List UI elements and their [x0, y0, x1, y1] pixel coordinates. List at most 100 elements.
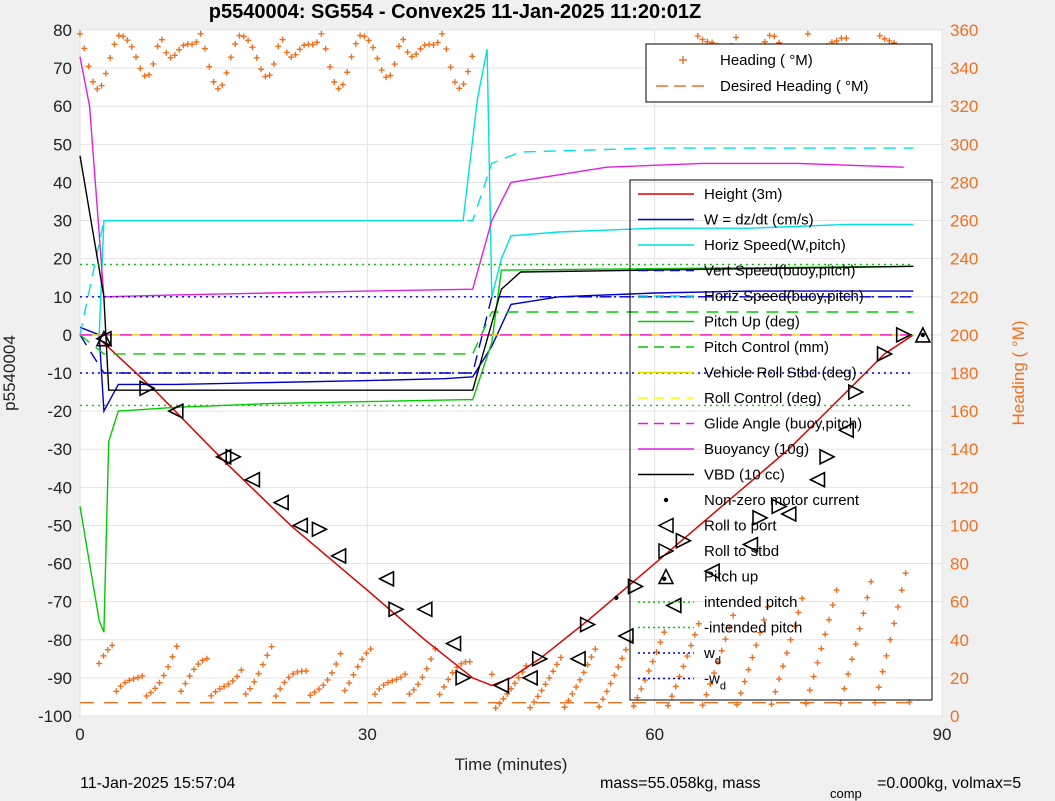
heading-point	[553, 661, 560, 668]
heading-point	[642, 677, 649, 684]
heading-point	[619, 655, 626, 662]
heading-point	[393, 676, 400, 683]
heading-point	[285, 674, 292, 681]
markers	[95, 326, 932, 694]
heading-point	[258, 66, 265, 73]
marker-left	[444, 635, 462, 652]
heading-point	[799, 595, 806, 602]
heading-point	[672, 683, 679, 690]
marker-left	[837, 421, 855, 439]
heading-point	[145, 71, 152, 78]
heading-point	[339, 81, 346, 88]
heading-point	[128, 43, 135, 50]
heading-point	[599, 696, 606, 703]
heading-point	[771, 33, 778, 40]
heading-point	[530, 699, 537, 706]
heading-point	[822, 631, 829, 638]
heading-point	[156, 679, 163, 686]
heading-point	[688, 642, 695, 649]
heading-point	[160, 672, 167, 679]
heading-point	[891, 620, 898, 627]
heading-point	[408, 53, 415, 60]
heading-point	[158, 36, 165, 43]
heading-point	[247, 685, 254, 692]
heading-point	[143, 692, 150, 699]
heading-point	[607, 680, 614, 687]
heading-point	[833, 587, 840, 594]
heading-point	[466, 658, 473, 665]
legend-entry: W = dz/dt (cm/s)	[638, 212, 814, 229]
y-tick-label: -40	[47, 478, 72, 497]
x-tick-label: 30	[358, 725, 377, 744]
heading-legend-box	[645, 43, 933, 103]
heading-point	[886, 37, 893, 44]
legend-label: Pitch Control (mm)	[704, 339, 829, 356]
heading-point	[898, 587, 905, 594]
y-tick-label: 0	[63, 326, 72, 345]
marker-dot	[614, 595, 619, 601]
heading-point	[451, 79, 458, 86]
heading-point	[492, 705, 499, 712]
heading-point	[124, 37, 131, 44]
heading-point	[749, 654, 756, 661]
heading-point	[242, 691, 249, 698]
heading-point	[902, 570, 909, 577]
heading-point	[561, 704, 568, 711]
heading-point	[881, 35, 888, 42]
heading-point	[573, 683, 580, 690]
heading-point	[352, 40, 359, 47]
heading-point	[303, 667, 310, 674]
heading-point	[596, 703, 603, 710]
heading-point	[315, 686, 322, 693]
y2-tick-label: 220	[950, 288, 978, 307]
heading-point	[238, 667, 245, 674]
heading-point	[102, 70, 109, 77]
x-tick-label: 0	[75, 725, 84, 744]
heading-point	[804, 30, 811, 37]
heading-point	[511, 680, 518, 687]
heading-point	[251, 678, 258, 685]
heading-point	[542, 681, 549, 688]
chart-title: p5540004: SG554 - Convex25 11-Jan-2025 1…	[209, 1, 702, 23]
heading-point	[229, 677, 236, 684]
heading-point	[389, 677, 396, 684]
heading-point	[348, 53, 355, 60]
heading-point	[294, 668, 301, 675]
heading-point	[337, 650, 344, 657]
heading-point	[400, 36, 407, 43]
heading-point	[515, 674, 522, 681]
marker-left	[703, 562, 720, 580]
heading-point	[622, 646, 629, 653]
heading-point	[397, 674, 404, 681]
heading-point	[588, 654, 595, 661]
heading-point	[314, 39, 321, 46]
heading-point	[120, 33, 127, 40]
heading-point	[236, 32, 243, 39]
heading-point	[496, 700, 503, 707]
legend-label: Glide Angle (buoy,pitch)	[704, 416, 862, 433]
heading-point	[766, 32, 773, 39]
heading-point	[764, 603, 771, 610]
legend-swatch	[657, 567, 675, 585]
heading-point	[111, 41, 118, 48]
legend-entry: Pitch up	[657, 567, 758, 586]
heading-point	[661, 629, 668, 636]
legend-label: Vert Speed(buoy,pitch)	[704, 263, 855, 280]
heading-point	[436, 691, 443, 698]
heading-point	[649, 658, 656, 665]
y-tick-label: 60	[53, 97, 72, 116]
heading-point	[94, 85, 101, 92]
heading-point	[733, 34, 740, 41]
heading-point	[180, 42, 187, 49]
heading-point	[165, 663, 172, 670]
legend-entry: VBD (10 cc)	[638, 467, 785, 484]
heading-point	[488, 671, 495, 678]
heading-point	[208, 692, 215, 699]
heading-point	[370, 44, 377, 51]
heading-point	[322, 45, 329, 52]
series-line-0	[98, 334, 914, 687]
legend-entry: Non-zero motor current	[663, 492, 860, 509]
heading-point	[279, 36, 286, 43]
heading-point	[296, 46, 303, 53]
